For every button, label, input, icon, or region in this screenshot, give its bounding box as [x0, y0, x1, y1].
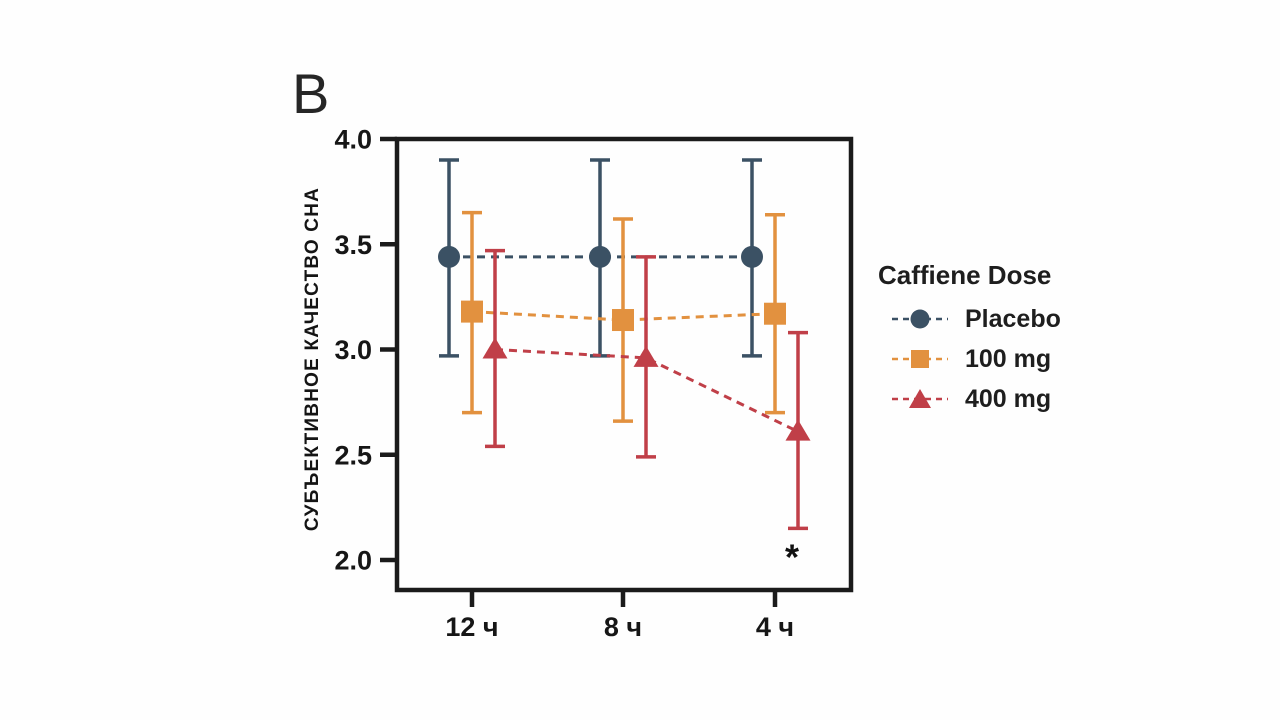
series-placebo-marker — [589, 245, 611, 268]
legend-label-400mg: 400 mg — [965, 384, 1052, 413]
x-tick-label: 4 ч — [756, 612, 794, 642]
y-tick-label: 4.0 — [334, 125, 372, 155]
y-tick-label: 3.0 — [334, 335, 372, 365]
placebo-circle-icon — [891, 307, 949, 331]
series-100-mg-marker — [764, 302, 786, 325]
x-tick-label: 8 ч — [604, 612, 642, 642]
significance-asterisk: * — [785, 536, 799, 577]
series-400-mg-marker — [482, 337, 508, 359]
legend-row-100mg: 100 mg — [878, 339, 1061, 379]
legend-row-placebo: Placebo — [878, 299, 1061, 339]
legend: Caffiene Dose Placebo 100 mg 400 mg — [878, 260, 1061, 419]
y-tick-label: 2.5 — [334, 440, 372, 470]
legend-row-400mg: 400 mg — [878, 379, 1061, 419]
series-400-mg-marker — [633, 345, 659, 367]
legend-label-100mg: 100 mg — [965, 344, 1052, 373]
dose-400mg-triangle-icon — [891, 387, 949, 411]
y-tick-label: 3.5 — [334, 230, 372, 260]
series-100-mg-marker — [612, 309, 634, 332]
series-placebo-marker — [741, 245, 763, 268]
y-tick-label: 2.0 — [334, 546, 372, 576]
series-400-mg-marker — [785, 419, 811, 441]
x-tick-label: 12 ч — [445, 612, 498, 642]
legend-title: Caffiene Dose — [878, 260, 1052, 290]
series-100-mg-marker — [461, 300, 483, 323]
dose-100mg-square-icon — [891, 347, 949, 371]
series-placebo-marker — [438, 245, 460, 268]
series-100-mg-line — [471, 310, 776, 322]
legend-label-placebo: Placebo — [965, 304, 1061, 333]
panel-label: B — [292, 62, 330, 125]
